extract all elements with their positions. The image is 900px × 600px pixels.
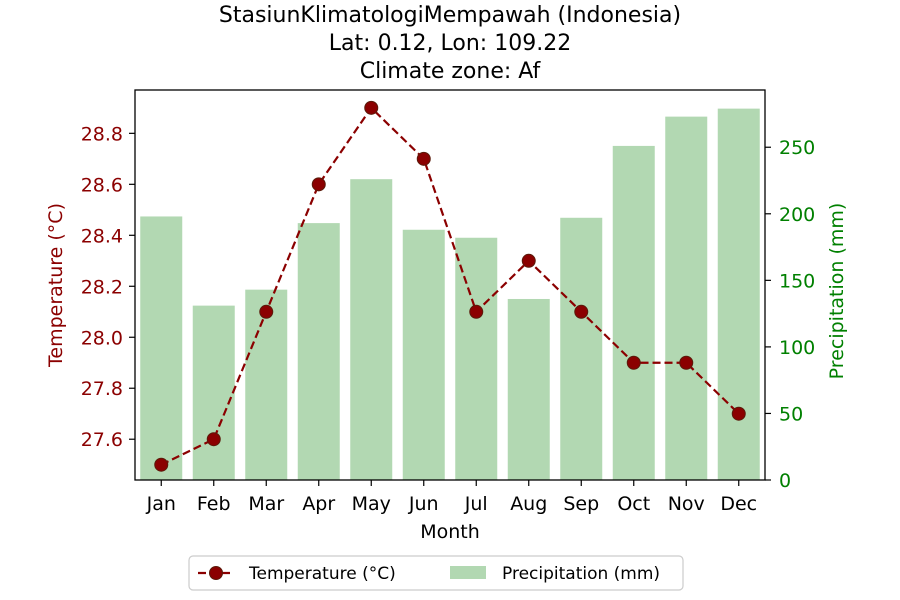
y-right-tick-label: 250 (779, 137, 815, 159)
precipitation-bar-nov (665, 116, 708, 481)
precipitation-bar-apr (297, 223, 340, 480)
temperature-point-jan (154, 457, 169, 472)
precipitation-bar-jul (455, 237, 498, 480)
x-tick-label-apr: Apr (302, 493, 335, 515)
y-right-tick-label: 150 (779, 270, 815, 292)
temperature-point-sep (574, 304, 589, 319)
precipitation-bar-jun (402, 229, 445, 480)
temperature-line (154, 100, 746, 472)
x-tick-label-jan: Jan (146, 493, 176, 515)
y-left-tick-label: 27.8 (81, 378, 123, 400)
temperature-point-feb (206, 432, 221, 447)
y-axis-right: 0 50 100 150 200 250 Precipitation (mm) (765, 137, 848, 492)
temperature-point-jul (469, 304, 484, 319)
precipitation-bar-mar (245, 289, 288, 480)
precipitation-bar-jan (140, 216, 183, 481)
y-right-tick-label: 50 (779, 403, 803, 425)
x-tick-label-mar: Mar (248, 493, 284, 515)
precipitation-bar-oct (612, 145, 655, 481)
chart-title-line-3: Climate zone: Af (360, 59, 542, 84)
y-left-tick-label: 28.6 (81, 174, 123, 196)
y-left-tick-label: 28.0 (81, 327, 123, 349)
y-right-tick-label: 100 (779, 337, 815, 359)
x-tick-label-feb: Feb (197, 493, 231, 515)
y-axis-left: 27.6 27.8 28.0 28.2 28.4 28.6 28.8 Temperature … (45, 123, 135, 451)
temperature-point-aug (521, 253, 536, 268)
x-axis: Jan Feb Mar Apr May Jun Jul Aug Sep Oct Nov Dec Mont… (146, 480, 757, 543)
temperature-point-mar (259, 304, 274, 319)
temperature-point-dec (731, 406, 746, 421)
precipitation-bar-sep (560, 217, 603, 481)
temperature-point-jun (416, 151, 431, 166)
y-left-tick-label: 28.2 (81, 276, 123, 298)
temperature-point-apr (311, 177, 326, 192)
legend-precipitation-swatch (450, 566, 486, 579)
temperature-point-nov (679, 355, 694, 370)
legend-precipitation-label: Precipitation (mm) (502, 564, 660, 584)
legend-temperature-marker (209, 566, 223, 580)
legend-box (188, 555, 684, 591)
y-left-axis-label: Temperature (°C) (45, 203, 67, 368)
legend-temperature-label: Temperature (°C) (248, 564, 396, 584)
y-left-tick-label: 28.8 (81, 123, 123, 145)
temperature-point-may (364, 100, 379, 115)
x-tick-label-dec: Dec (720, 493, 757, 515)
precipitation-bar-dec (717, 108, 760, 480)
chart-title: StasiunKlimatologiMempawah (Indonesia) La… (219, 3, 681, 84)
precipitation-bar-may (350, 179, 393, 480)
temperature-point-oct (626, 355, 641, 370)
x-tick-label-sep: Sep (563, 493, 599, 515)
x-tick-label-may: May (352, 493, 391, 515)
plot-frame (134, 89, 766, 481)
chart-title-line-2: Lat: 0.12, Lon: 109.22 (329, 31, 571, 56)
y-right-tick-label: 0 (779, 470, 791, 492)
x-tick-label-oct: Oct (617, 493, 650, 515)
x-tick-label-nov: Nov (668, 493, 705, 515)
temperature-series-line (160, 106, 740, 466)
y-left-tick-label: 27.6 (81, 429, 123, 451)
precipitation-bar-feb (192, 305, 235, 480)
plot-border (134, 89, 766, 481)
x-tick-label-jun: Jun (408, 493, 439, 515)
y-right-tick-label: 200 (779, 204, 815, 226)
y-right-axis-label: Precipitation (mm) (826, 203, 848, 380)
chart-title-line-1: StasiunKlimatologiMempawah (Indonesia) (219, 3, 681, 28)
x-axis-label: Month (420, 521, 480, 543)
y-left-tick-label: 28.4 (81, 225, 123, 247)
precipitation-bars (140, 108, 760, 481)
legend: Temperature (°C) Precipitation (mm) (188, 555, 684, 591)
x-tick-label-aug: Aug (510, 493, 547, 515)
x-tick-label-jul: Jul (464, 493, 488, 515)
precipitation-bar-aug (507, 298, 550, 480)
